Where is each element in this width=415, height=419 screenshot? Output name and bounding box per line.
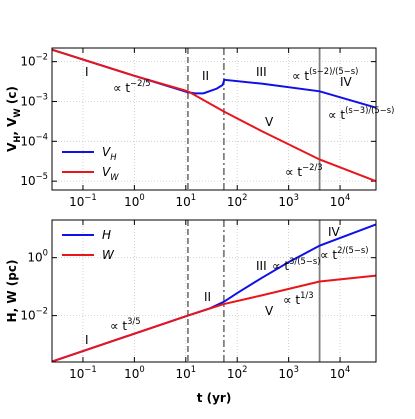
annotation: I bbox=[85, 65, 89, 79]
x-tick-label: 103​ bbox=[278, 192, 299, 209]
annotation: ∝ t(s−2)/(5−s)​ bbox=[292, 66, 358, 83]
x-tick-label: 102​ bbox=[227, 192, 248, 209]
annotation: ∝ t−2/3​ bbox=[285, 162, 323, 179]
annotation: ∝ t−2/5​ bbox=[113, 78, 151, 95]
annotation: I bbox=[85, 333, 89, 347]
x-tick-label: 102​ bbox=[227, 364, 248, 381]
y-tick-label: 10−3​ bbox=[20, 91, 48, 108]
annotation: V bbox=[265, 115, 274, 129]
x-tick-label: 101​ bbox=[175, 192, 196, 209]
panel: 10−1​ 100​ 101​ 102​ 103​ 104​ 100​ 10−2​ I ∝ t3/… bbox=[5, 219, 377, 405]
y-tick-label: 10−2​ bbox=[20, 51, 48, 68]
series-line bbox=[51, 274, 377, 363]
annotation: IV bbox=[340, 75, 353, 89]
annotation: ∝ t3/(5−s)​ bbox=[272, 256, 321, 273]
legend-label: H bbox=[102, 228, 111, 242]
annotation: ∝ t1/3​ bbox=[283, 290, 314, 307]
panel: 10−1​ 100​ 101​ 102​ 103​ 104​ 10−2​ 10−3​ 10−4​… bbox=[5, 47, 394, 209]
x-tick-label: 10−1​ bbox=[69, 364, 97, 381]
annotation: III bbox=[256, 259, 267, 273]
x-tick-label: 10−1​ bbox=[69, 192, 97, 209]
annotation: ∝ t3/5​ bbox=[110, 316, 141, 333]
legend-label: W bbox=[102, 248, 115, 262]
x-tick-label: 103​ bbox=[278, 364, 299, 381]
annotation: ∝ t(s−3)/(5−s)​ bbox=[328, 105, 394, 122]
legend-label: VW​ bbox=[102, 165, 119, 182]
plot-frame bbox=[51, 47, 377, 191]
series-line bbox=[51, 223, 377, 363]
x-axis-label: t (yr) bbox=[197, 391, 232, 405]
y-axis-label: H, W (pc) bbox=[5, 260, 19, 323]
y-tick-label: 10−2​ bbox=[20, 305, 48, 322]
y-tick-label: 10−4​ bbox=[20, 131, 48, 148]
annotation: IV bbox=[328, 225, 341, 239]
series-line bbox=[51, 48, 377, 183]
x-tick-label: 101​ bbox=[175, 364, 196, 381]
x-tick-label: 104​ bbox=[330, 192, 351, 209]
annotation: II bbox=[204, 290, 211, 304]
x-tick-label: 100​ bbox=[124, 192, 145, 209]
y-tick-label: 100​ bbox=[27, 247, 48, 264]
annotation: ∝ t2/(5−s)​ bbox=[320, 245, 369, 262]
plot-frame bbox=[51, 219, 377, 363]
x-tick-label: 104​ bbox=[330, 364, 351, 381]
legend-label: VH​ bbox=[102, 145, 117, 162]
annotation: III bbox=[256, 65, 267, 79]
annotation: II bbox=[202, 69, 209, 83]
series-line bbox=[51, 48, 377, 109]
y-axis-label: VH​, VW​ (c) bbox=[5, 86, 22, 152]
y-tick-label: 10−5​ bbox=[20, 171, 48, 188]
annotation: V bbox=[265, 304, 274, 318]
x-tick-label: 100​ bbox=[124, 364, 145, 381]
